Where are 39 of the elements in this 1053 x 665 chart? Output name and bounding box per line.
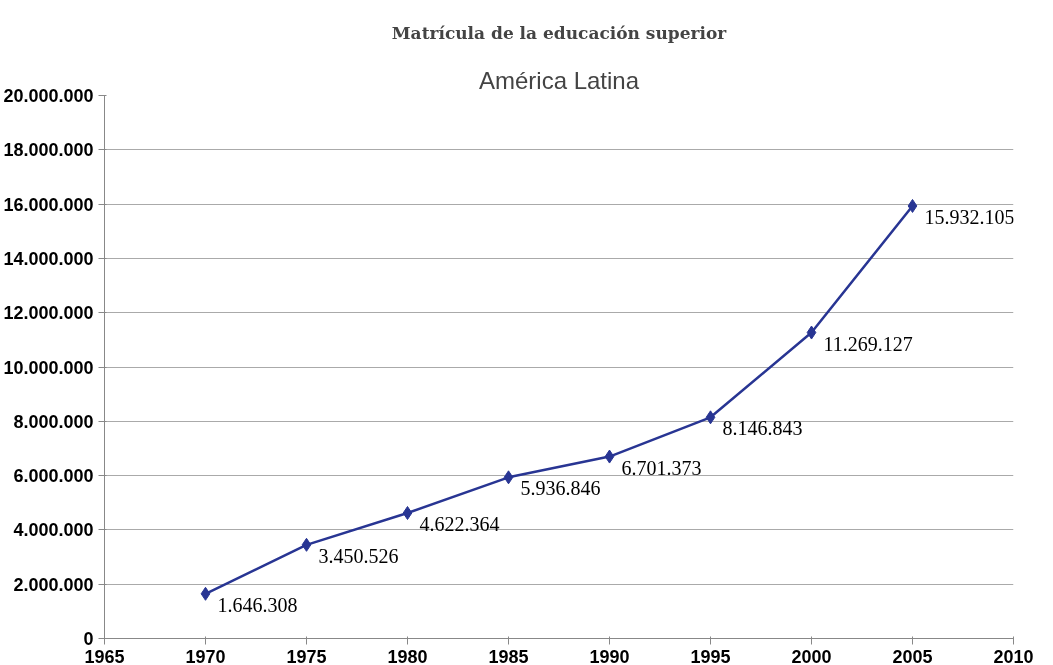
y-tick-label: 4.000.000 [13, 520, 94, 541]
y-tick-label: 10.000.000 [3, 357, 94, 378]
data-label: 1.646.308 [217, 593, 298, 616]
y-tick-label: 20.000.000 [3, 86, 94, 106]
data-label: 11.269.127 [823, 332, 913, 355]
data-label: 15.932.105 [924, 205, 1015, 228]
x-tick-label: 1975 [286, 646, 327, 665]
x-tick-label: 1995 [690, 646, 731, 665]
y-tick-label: 2.000.000 [13, 574, 94, 595]
x-tick-label: 1965 [84, 646, 125, 665]
x-tick-label: 1990 [589, 646, 630, 665]
x-tick-label: 2010 [993, 646, 1034, 665]
point [604, 449, 615, 464]
data-label: 3.450.526 [318, 544, 399, 567]
point [806, 325, 817, 340]
y-tick-label: 14.000.000 [3, 248, 94, 269]
data-label: 5.936.846 [520, 477, 601, 500]
y-tick-label: 0 [83, 629, 94, 649]
point [301, 537, 312, 552]
chart-title: Matrícula de la educación superior [391, 22, 728, 43]
point [705, 410, 716, 425]
data-label: 6.701.373 [621, 456, 702, 479]
x-tick-label: 2000 [791, 646, 832, 665]
data-label: 8.146.843 [722, 417, 803, 440]
y-tick-label: 6.000.000 [13, 466, 94, 487]
x-tick-label: 1970 [185, 646, 226, 665]
x-tick-label: 2005 [892, 646, 933, 665]
x-tick-label: 1980 [387, 646, 428, 665]
y-tick-label: 8.000.000 [13, 411, 94, 432]
point [907, 198, 918, 213]
point [402, 506, 413, 520]
y-tick-label: 12.000.000 [3, 303, 94, 324]
chart-subtitle: América Latina [478, 66, 640, 94]
y-tick-label: 16.000.000 [3, 194, 94, 215]
y-tick-label: 18.000.000 [3, 140, 94, 161]
x-tick-label: 1985 [488, 646, 529, 665]
data-label: 4.622.364 [419, 513, 500, 535]
point [503, 470, 514, 485]
point [200, 586, 211, 601]
